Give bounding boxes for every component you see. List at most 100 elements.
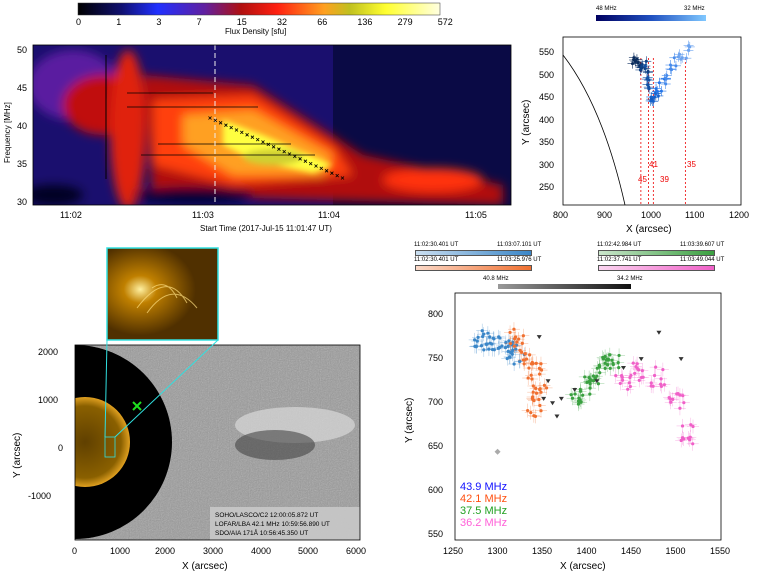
source-point [482,348,486,352]
time-bar-end: 11:03:07.101 UT [497,242,542,248]
source-point [513,335,518,339]
source-point [689,423,693,427]
source-point [512,362,516,366]
x-marker [250,135,255,139]
tick-label: 3 [156,17,162,27]
source-point [654,87,658,91]
source-point [636,61,640,65]
source-point [476,335,480,339]
source-point [627,381,631,385]
top-right-xlabel: X (arcsec) [626,224,672,235]
source-point [482,332,486,336]
source-point [534,361,538,365]
source-point [527,366,531,370]
source-point [682,401,686,405]
tick-label: 1300 [487,546,508,556]
tick-label: 1 [116,17,122,27]
source-point [687,44,691,48]
tick-label: 800 [428,309,444,319]
x-marker [245,133,249,137]
tick-label: 700 [428,397,444,407]
tick-label: 800 [553,210,569,220]
source-point [573,392,577,396]
spectrogram-xlabel: Start Time (2017-Jul-15 11:01:47 UT) [200,224,332,233]
source-point [643,64,647,68]
tick-label: 30 [17,197,28,207]
time-bar-start: 11:02:42.984 UT [597,242,642,248]
bottom-right-xlabel: X (arcsec) [560,561,606,572]
triangle-marker [554,414,560,419]
source-point [672,56,676,60]
tick-label: 11:02 [60,210,82,220]
source-point [626,387,630,391]
source-point [537,366,542,370]
tick-label: 3000 [203,546,224,556]
source-point [492,348,496,352]
tick-label: 11:05 [465,210,487,220]
source-point [512,344,516,348]
tick-label: 1500 [665,546,686,556]
x-marker [314,164,318,168]
tick-label: 750 [428,353,444,363]
source-point [667,396,671,400]
source-point [595,374,599,378]
tick-label: 35 [17,159,28,169]
tick-label: 45 [17,83,28,93]
source-point [481,334,485,339]
source-point [508,342,513,346]
info-lasco: SOHO/LASCO/C2 12:00:05.872 UT [215,512,319,519]
source-point [608,353,612,357]
source-point [491,336,495,340]
tick-label: 7 [196,17,202,27]
source-point [659,377,663,381]
time-bar [598,265,715,271]
source-point [664,82,668,86]
source-point [608,366,612,370]
source-point [518,359,522,363]
source-point [576,402,581,406]
source-point [578,387,582,391]
source-point [665,74,669,78]
x-marker [277,147,281,151]
source-point [589,378,593,382]
freq-marker-35: 35 [687,160,696,169]
source-point [640,62,644,66]
source-point [620,373,624,378]
source-point [581,393,585,397]
source-point [647,87,651,91]
source-point [652,373,657,378]
source-point [678,406,682,410]
source-point [596,382,600,386]
source-point [656,94,660,98]
source-point [674,64,678,68]
time-bar-start: 11:02:30.401 UT [414,242,459,248]
x-marker [330,171,334,175]
source-point [691,442,695,446]
tick-label: 1550 [710,546,731,556]
legend-entry: 42.1 MHz [460,493,508,505]
source-point [530,396,534,401]
tick-label: 11:04 [318,210,340,220]
source-point [601,357,606,361]
source-point [569,393,573,397]
x-marker [213,118,218,123]
source-point [641,375,645,379]
tick-label: 6000 [346,546,367,556]
x-marker [208,116,212,120]
source-point [671,397,675,401]
tick-label: 1000 [38,395,59,405]
source-point [532,399,536,403]
tick-label: 11:03 [192,210,214,220]
tick-label: 0 [76,17,82,27]
time-bar [415,250,532,256]
x-marker [224,123,228,127]
tick-label: 1000 [641,210,662,220]
source-point [611,361,615,365]
tick-label: -1000 [28,491,52,501]
source-point [631,361,635,365]
x-marker [303,159,308,163]
source-point [661,368,665,372]
tick-label: 572 [437,17,453,27]
source-point [668,67,672,71]
